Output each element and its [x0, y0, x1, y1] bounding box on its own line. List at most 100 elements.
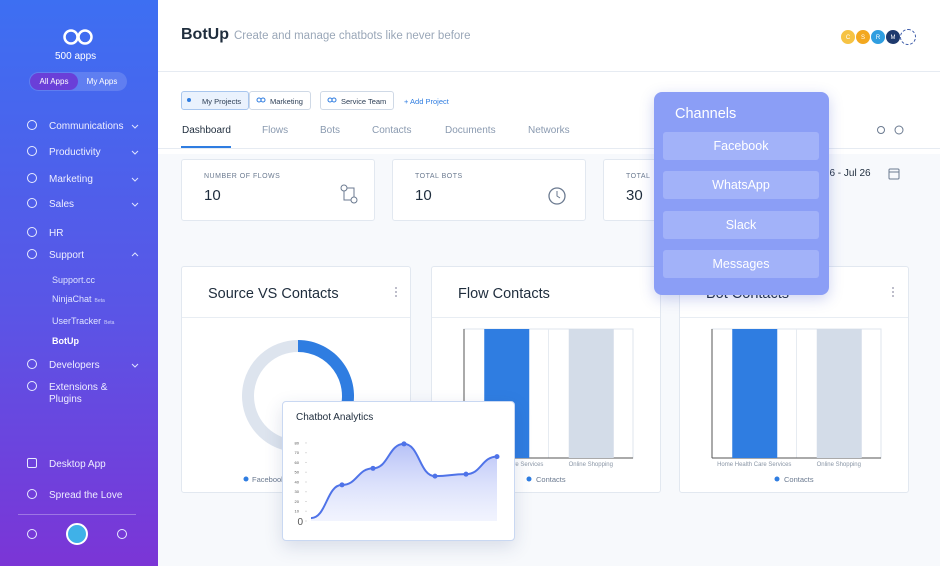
icon[interactable]: [117, 529, 127, 539]
menu-dots[interactable]: [890, 286, 896, 300]
chip-dot: [187, 98, 191, 102]
sub-nav[interactable]: NinjaChat Beta: [52, 294, 105, 304]
chevron: [131, 202, 139, 207]
badge: Beta: [104, 320, 115, 326]
tab-my[interactable]: My Apps: [86, 77, 118, 86]
icon[interactable]: [27, 529, 37, 539]
chart-card: Bot Contacts Home Health Care ServicesOn…: [679, 266, 909, 493]
y-tick-label: 20: [295, 499, 300, 504]
chart: Home Health Care Services Online Shopping…: [711, 328, 882, 484]
tab[interactable]: Networks: [528, 125, 570, 136]
channel[interactable]: Slack: [663, 211, 819, 239]
tab-underline: [181, 146, 231, 148]
logo: [63, 29, 93, 45]
divider: [680, 317, 908, 318]
icon: [27, 146, 37, 156]
sub-nav[interactable]: UserTracker Beta: [52, 316, 114, 326]
apps-count[interactable]: 500 apps: [55, 51, 97, 62]
tab[interactable]: Bots: [320, 125, 341, 136]
channel[interactable]: Messages: [663, 250, 819, 278]
y-tick-label: 30: [295, 489, 300, 494]
channel[interactable]: Facebook: [663, 132, 819, 160]
channel[interactable]: WhatsApp: [663, 171, 819, 199]
tab[interactable]: Documents: [445, 125, 496, 136]
sub-nav-label: UserTracker: [52, 316, 102, 326]
card-title: Flow Contacts: [458, 286, 550, 302]
chevron: [131, 252, 139, 257]
chip-icon: [327, 97, 337, 103]
avatar[interactable]: S: [855, 29, 871, 45]
tab[interactable]: Flows: [262, 125, 289, 136]
divider: [18, 514, 136, 515]
nav-item[interactable]: Communications: [49, 121, 124, 132]
popup-title: Chatbot Analytics: [296, 412, 374, 423]
nav-item[interactable]: Spread the Love: [49, 490, 123, 501]
icon: [27, 120, 37, 130]
legend-label: Contacts: [536, 475, 566, 484]
project-chip[interactable]: Marketing: [249, 91, 311, 110]
legend-label: Contacts: [784, 475, 814, 484]
stat-value: 30: [626, 187, 643, 204]
header: BotUp Create and manage chatbots like ne…: [158, 0, 940, 72]
bar: [568, 329, 614, 458]
sub-nav-label: NinjaChat: [52, 294, 92, 304]
sub-nav[interactable]: BotUp: [52, 336, 79, 346]
divider: [182, 317, 410, 318]
add-user[interactable]: [900, 29, 916, 45]
nav-item[interactable]: Support: [49, 250, 85, 261]
tab-all[interactable]: All Apps: [30, 73, 78, 90]
x-tick-label: Online Shopping: [817, 462, 861, 468]
divider: [158, 148, 940, 149]
add-project[interactable]: + Add Project: [404, 97, 449, 106]
stat-label: TOTAL: [626, 173, 651, 180]
chevron: [131, 124, 139, 129]
point: [370, 465, 376, 471]
sub-nav[interactable]: Support.cc: [52, 275, 96, 285]
y-tick-label: 70: [295, 450, 300, 455]
project-chip[interactable]: My Projects: [181, 91, 250, 110]
nav-item[interactable]: Developers: [49, 360, 100, 371]
icon: [27, 489, 37, 499]
avatar[interactable]: M: [885, 29, 901, 45]
nav-item[interactable]: HR: [49, 228, 64, 239]
chip-icon: [256, 97, 266, 103]
project-chip[interactable]: Service Team: [320, 91, 395, 110]
tab[interactable]: Dashboard: [182, 125, 231, 136]
stat-icon: [548, 187, 566, 205]
legend-dot: [774, 476, 780, 482]
menu-dots[interactable]: [393, 286, 399, 300]
nav-item[interactable]: Desktop App: [49, 459, 106, 470]
chevron: [131, 150, 139, 155]
tab-icons: [877, 125, 904, 135]
chart: 0 10 20 30 40 50 60 70 80: [295, 440, 500, 528]
nav-item[interactable]: Productivity: [49, 147, 101, 158]
calendar-icon[interactable]: [888, 167, 900, 180]
point: [432, 473, 438, 479]
legend-dot: [243, 476, 249, 482]
point: [494, 454, 500, 460]
avatar[interactable]: C: [840, 29, 856, 45]
tab[interactable]: Contacts: [372, 125, 412, 136]
nav-item[interactable]: Extensions & Plugins: [49, 382, 108, 405]
title: BotUp: [181, 26, 229, 43]
icon: [27, 359, 37, 369]
point: [463, 471, 469, 477]
stat-card: TOTAL BOTS 10: [392, 159, 586, 221]
y-tick-label: 50: [295, 470, 300, 475]
icon: [27, 227, 37, 237]
chevron: [131, 177, 139, 182]
legend-dot: [526, 476, 532, 482]
bar: [816, 329, 862, 458]
date-range[interactable]: Jun 26 - Jul 26: [805, 168, 871, 179]
icon: [27, 198, 37, 208]
card-title: Source VS Contacts: [208, 286, 339, 302]
nav-item[interactable]: Marketing: [49, 174, 93, 185]
avatar[interactable]: R: [870, 29, 886, 45]
icon: [27, 381, 37, 391]
nav-item[interactable]: Sales: [49, 199, 75, 210]
y-tick-label: 40: [295, 479, 300, 484]
x-tick-label: Online Shopping: [569, 462, 613, 468]
stat-card: NUMBER OF FLOWS 10: [181, 159, 375, 221]
avatar[interactable]: [66, 523, 88, 545]
